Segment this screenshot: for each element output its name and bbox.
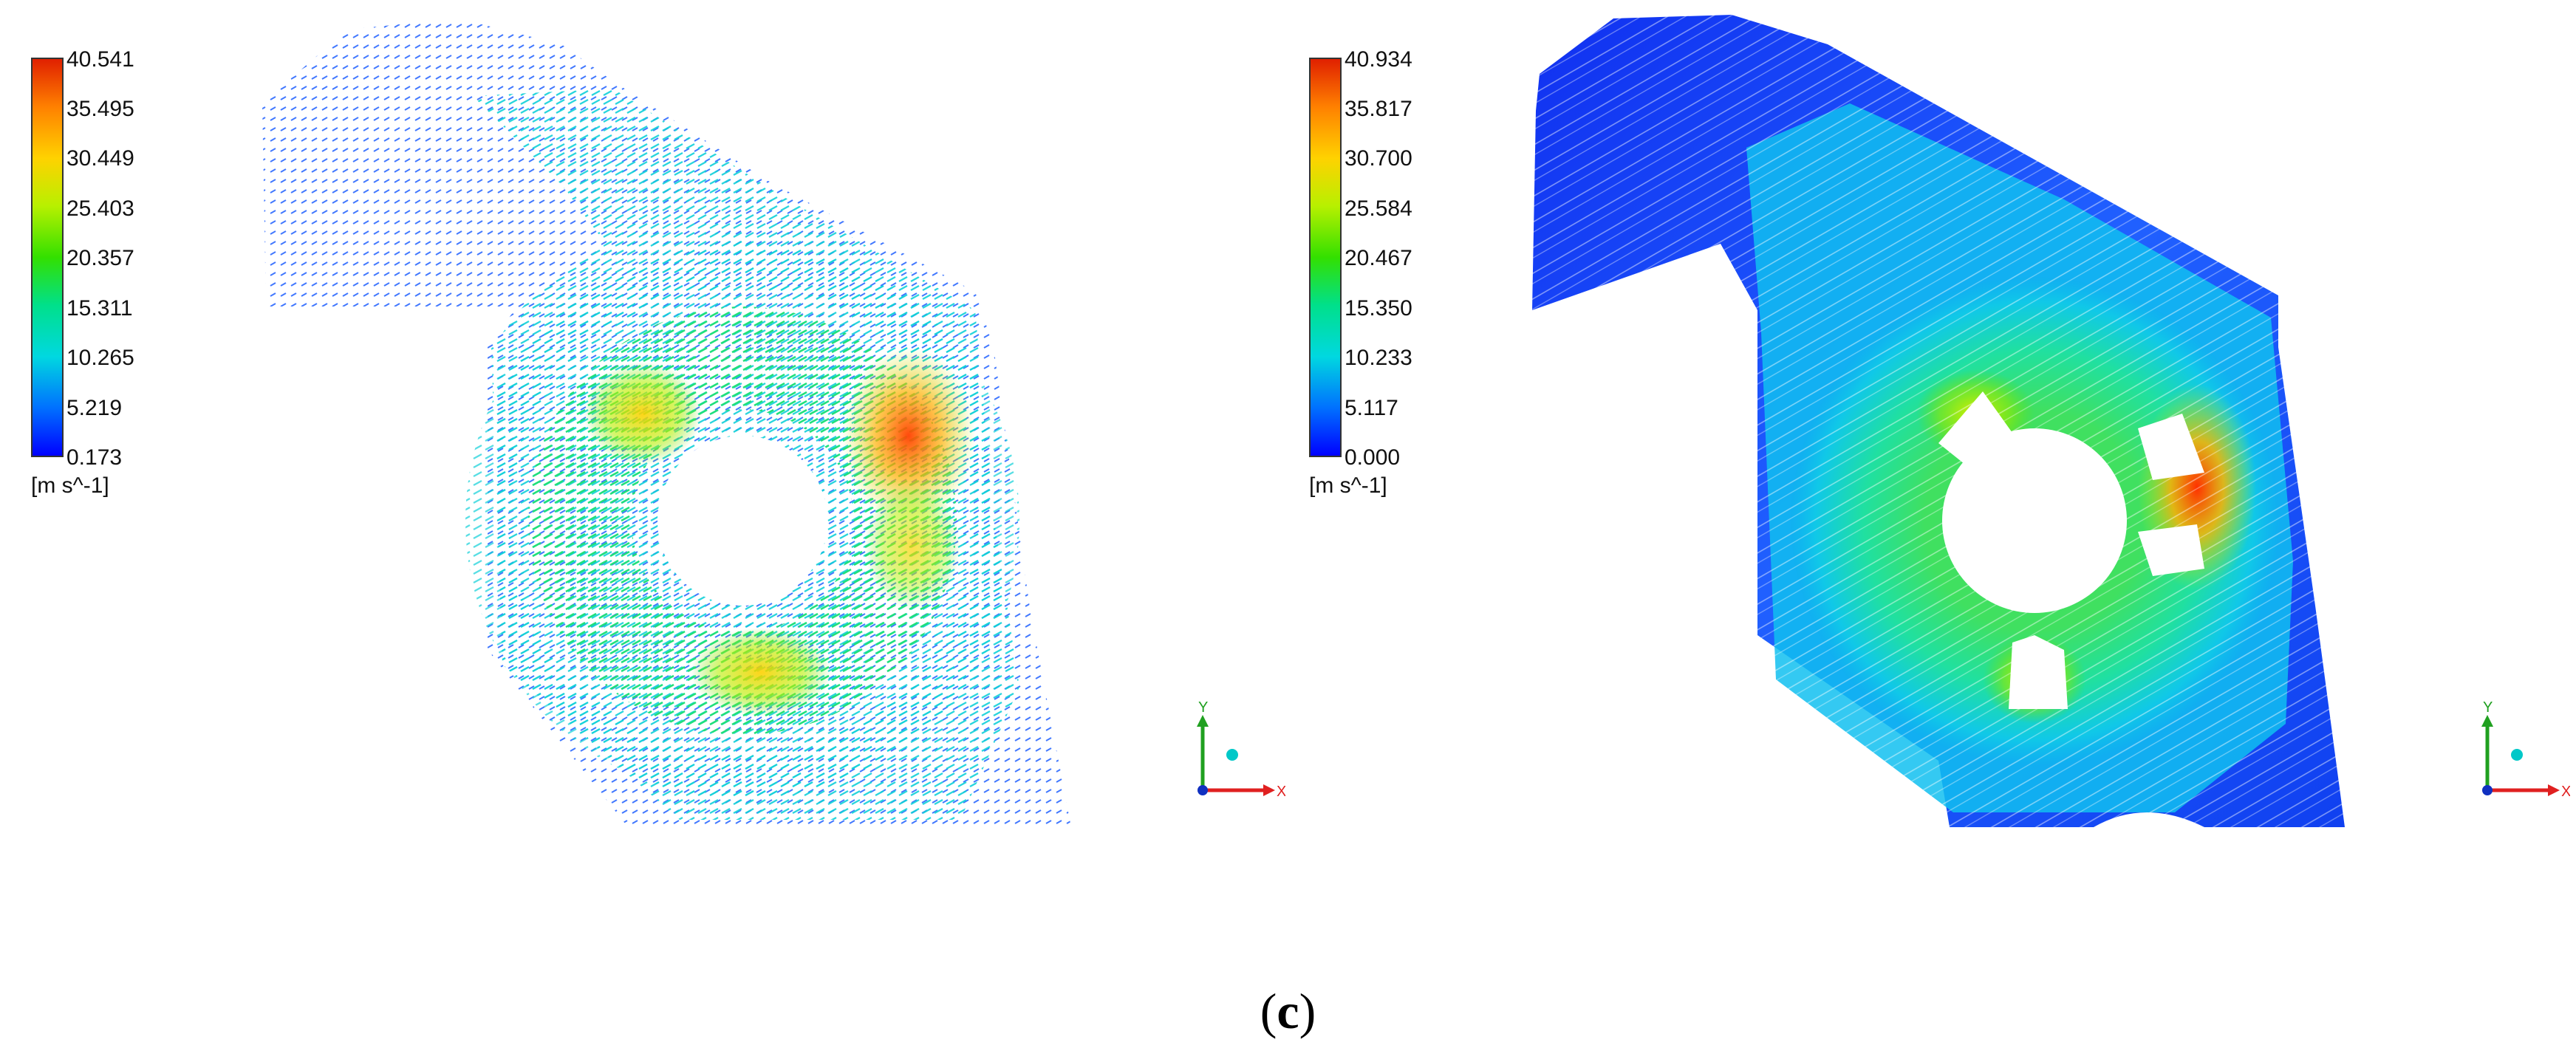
legend-tick: 35.495 [66, 97, 134, 121]
legend-tick: 35.817 [1345, 97, 1412, 121]
legend-tick: 15.311 [66, 296, 133, 321]
legend-color-bar [1309, 58, 1342, 457]
legend-tick: 15.350 [1345, 296, 1412, 321]
vector-field-plot [262, 18, 1071, 827]
legend-tick: 10.265 [66, 346, 134, 370]
legend-tick: 0.173 [66, 445, 123, 470]
caption-close: ) [1299, 983, 1316, 1039]
legend-tick: 25.584 [1345, 196, 1412, 221]
legend-unit: [m s^-1] [31, 473, 109, 498]
legend-tick: 30.700 [1345, 146, 1412, 171]
flow-domain [262, 18, 1071, 827]
flow-domain [1532, 15, 2345, 827]
legend-unit: [m s^-1] [1309, 473, 1387, 498]
legend-tick: 0.000 [1345, 445, 1401, 470]
axis-y-label: Y [2483, 702, 2493, 716]
streamline-plot-panel: 40.934 35.817 30.700 25.584 20.467 15.35… [1288, 0, 2576, 871]
legend-tick: 40.934 [1345, 47, 1412, 72]
caption-open: ( [1260, 983, 1277, 1039]
legend-color-bar [31, 58, 64, 457]
axis-x-label: X [2561, 784, 2570, 798]
figure-caption: (c) [0, 982, 2576, 1041]
legend-tick: 10.233 [1345, 346, 1412, 370]
axis-y-label: Y [1198, 702, 1208, 716]
axis-triad: Y X [1197, 702, 1285, 798]
caption-letter: c [1277, 983, 1299, 1039]
axis-triad: Y X [2481, 702, 2570, 798]
legend-tick: 5.219 [66, 396, 123, 420]
legend-tick: 25.403 [66, 196, 134, 221]
vector-plot-panel: 40.541 35.495 30.449 25.403 20.357 15.31… [0, 0, 1288, 871]
legend-tick: 20.357 [66, 246, 134, 270]
legend-tick: 20.467 [1345, 246, 1412, 270]
legend-tick: 40.541 [66, 47, 134, 72]
legend-tick: 5.117 [1345, 396, 1398, 420]
axis-x-label: X [1277, 784, 1285, 798]
legend-tick: 30.449 [66, 146, 134, 171]
streamline-plot [1532, 15, 2345, 827]
